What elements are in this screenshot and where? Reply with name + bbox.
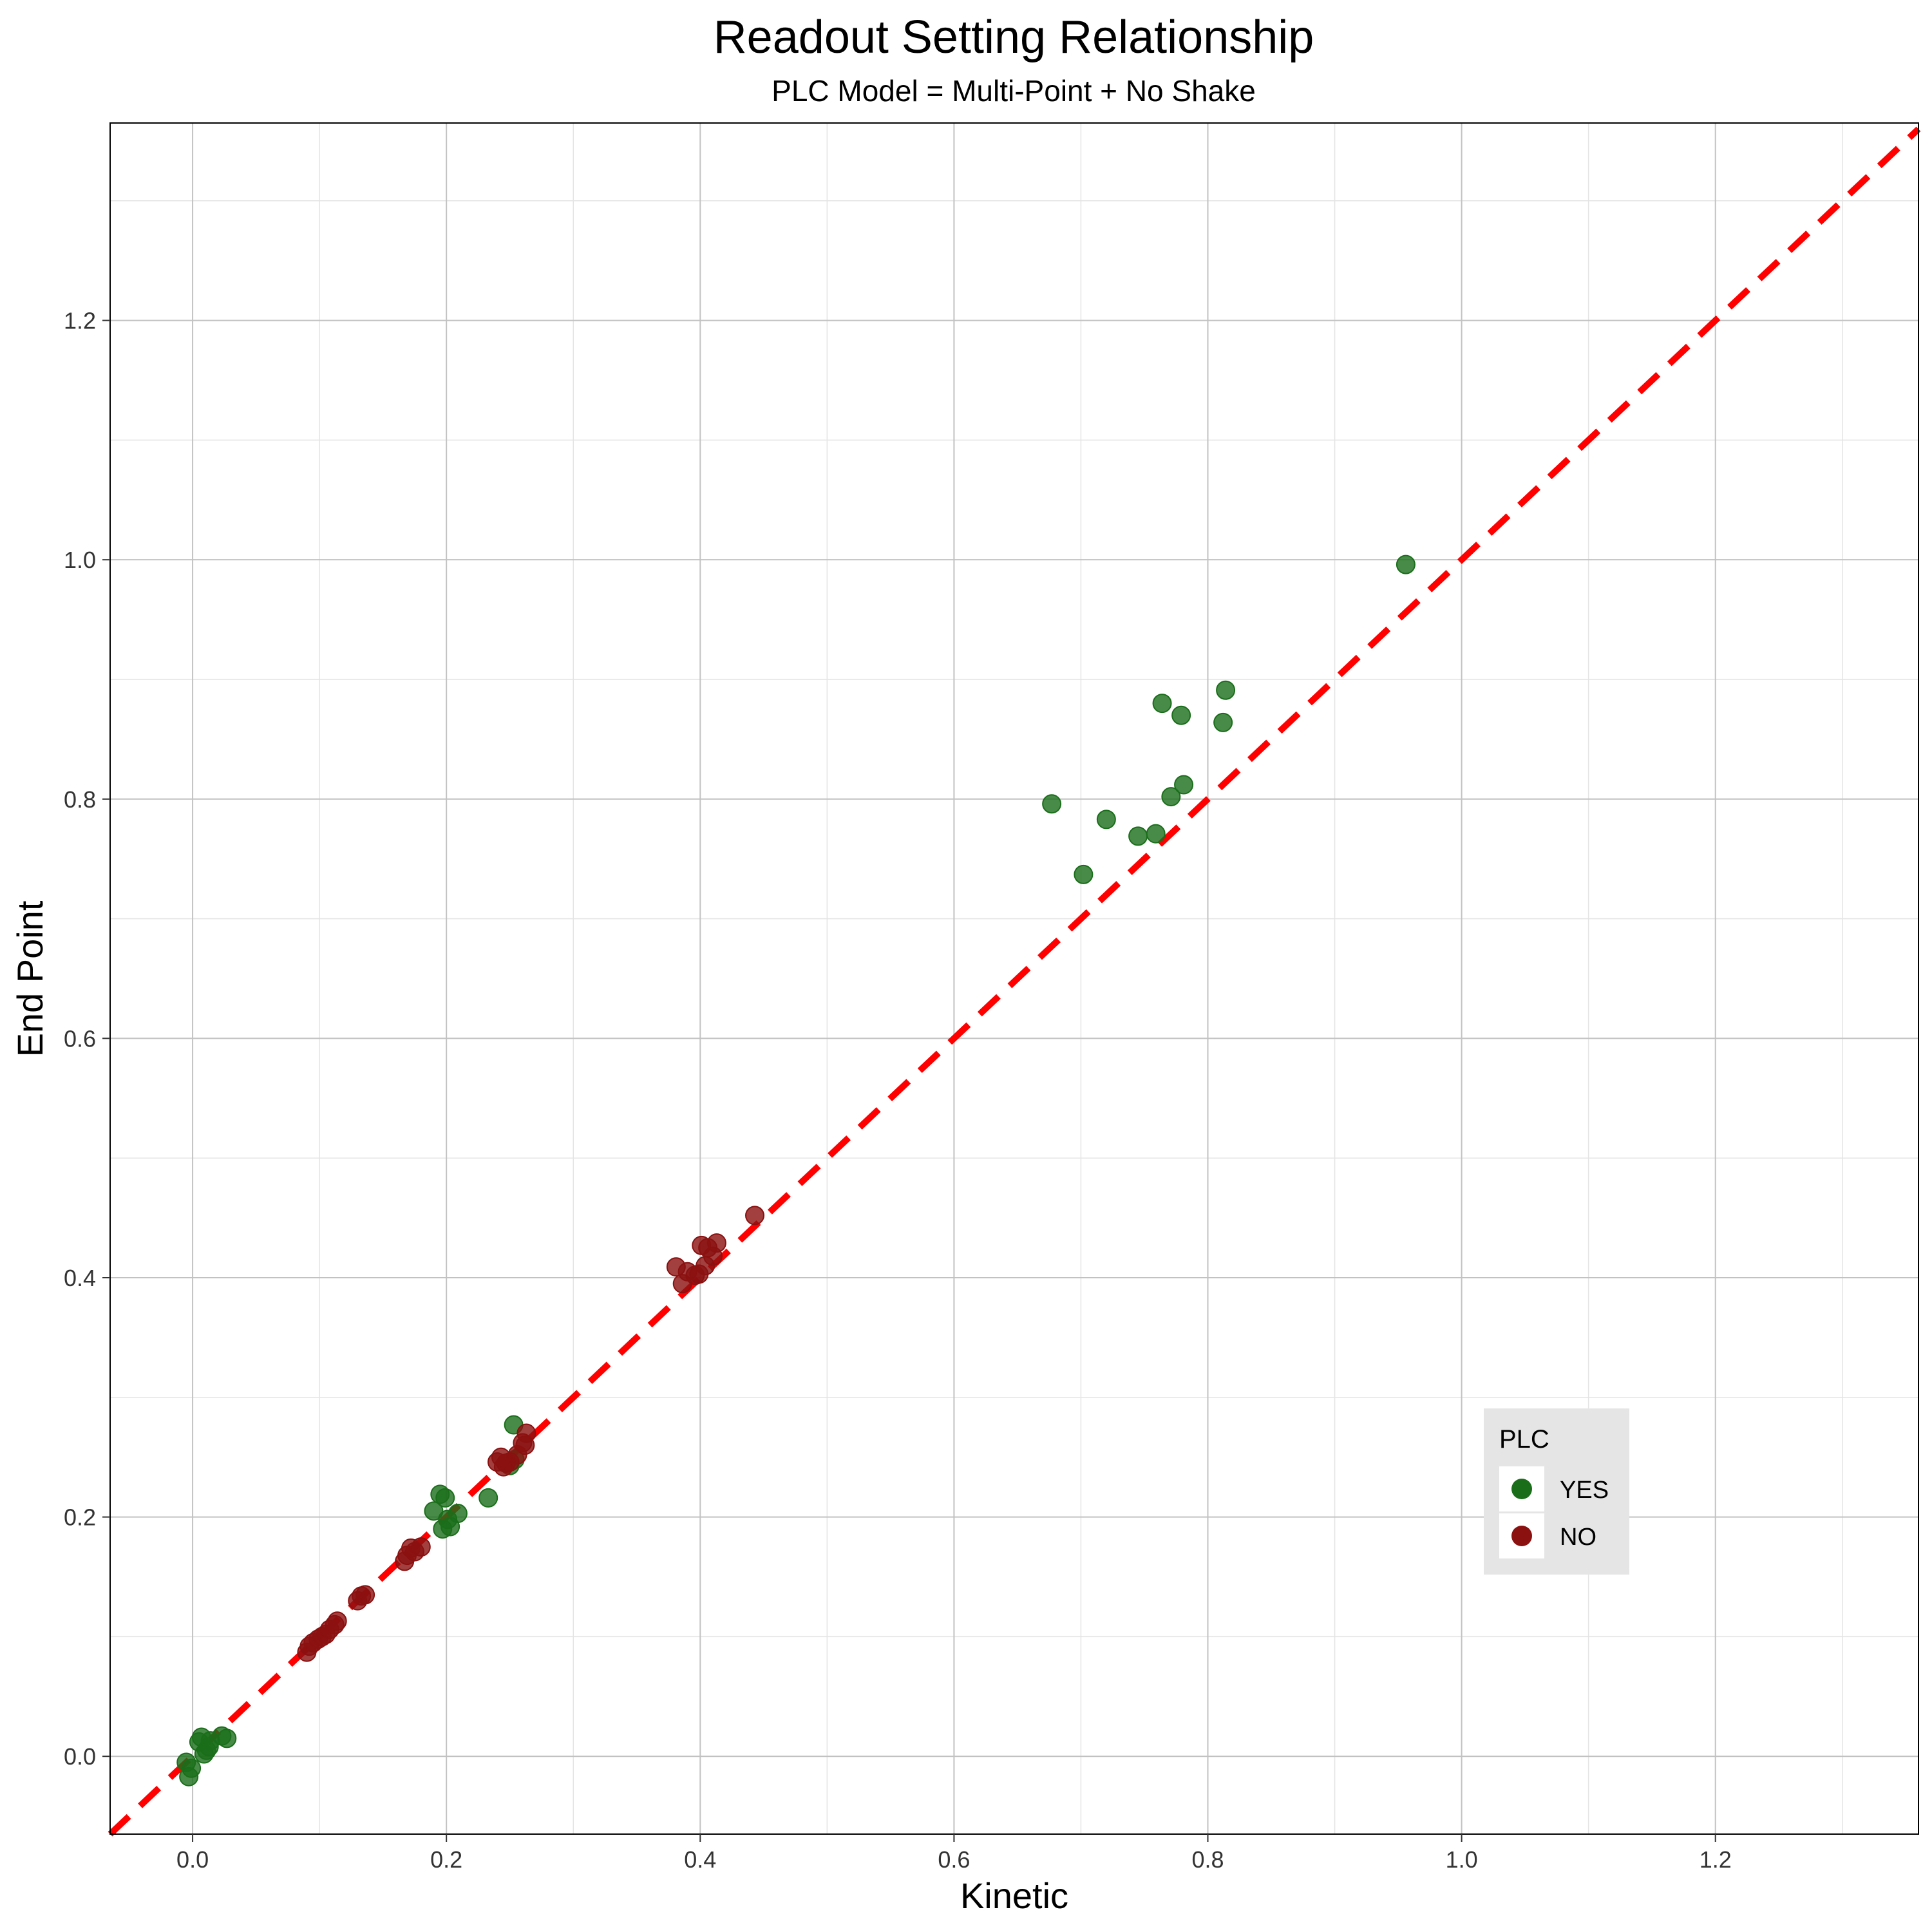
y-tick-label: 1.0 bbox=[64, 547, 96, 573]
point-yes bbox=[1171, 705, 1191, 725]
point-yes bbox=[478, 1488, 498, 1508]
x-tick-label: 1.2 bbox=[1700, 1846, 1732, 1873]
chart-subtitle: PLC Model = Multi-Point + No Shake bbox=[772, 74, 1256, 108]
x-tick-label: 0.2 bbox=[430, 1846, 462, 1873]
axis-ticks: 0.0 0.2 0.4 0.6 0.8 1.0 1.2 0.0 0.2 0.4 0.6 0.8 1.0 1… bbox=[64, 308, 1732, 1873]
y-tick-label: 0.8 bbox=[64, 786, 96, 813]
point-yes bbox=[1042, 794, 1062, 814]
point-yes bbox=[448, 1504, 468, 1524]
point-no bbox=[745, 1206, 765, 1226]
y-axis-title: End Point bbox=[10, 900, 50, 1057]
legend-marker-yes bbox=[1511, 1479, 1532, 1499]
y-tick-label: 1.2 bbox=[64, 308, 96, 334]
point-no bbox=[706, 1233, 726, 1253]
legend-label-yes: YES bbox=[1560, 1477, 1609, 1504]
legend: PLC YES NO bbox=[1484, 1408, 1629, 1575]
point-yes bbox=[1152, 694, 1172, 714]
y-tick-label: 0.6 bbox=[64, 1025, 96, 1052]
legend-title: PLC bbox=[1499, 1425, 1549, 1454]
x-tick-label: 0.0 bbox=[176, 1846, 209, 1873]
y-tick-label: 0.0 bbox=[64, 1743, 96, 1770]
point-no bbox=[327, 1611, 347, 1631]
point-yes bbox=[1128, 826, 1148, 846]
chart-title: Readout Setting Relationship bbox=[714, 12, 1314, 63]
point-yes bbox=[1146, 824, 1166, 844]
x-axis-title: Kinetic bbox=[960, 1875, 1068, 1916]
point-no bbox=[411, 1537, 431, 1557]
plot-border bbox=[109, 122, 1919, 1835]
point-no bbox=[355, 1585, 375, 1605]
data-points bbox=[176, 554, 1416, 1786]
x-tick-label: 0.4 bbox=[684, 1846, 716, 1873]
point-yes bbox=[1096, 810, 1116, 829]
point-yes bbox=[424, 1501, 444, 1521]
legend-marker-no bbox=[1511, 1526, 1532, 1546]
x-tick-label: 0.8 bbox=[1191, 1846, 1224, 1873]
y-tick-label: 0.2 bbox=[64, 1504, 96, 1531]
x-tick-label: 1.0 bbox=[1446, 1846, 1478, 1873]
point-yes bbox=[1216, 680, 1236, 700]
point-yes bbox=[217, 1728, 237, 1748]
y-tick-label: 0.4 bbox=[64, 1265, 96, 1291]
point-yes bbox=[435, 1488, 455, 1508]
point-yes bbox=[1074, 864, 1094, 884]
point-no bbox=[516, 1423, 536, 1443]
point-yes bbox=[1161, 787, 1181, 807]
point-yes bbox=[1174, 775, 1194, 795]
point-yes bbox=[1213, 712, 1233, 732]
x-tick-label: 0.6 bbox=[938, 1846, 970, 1873]
point-yes bbox=[1396, 554, 1416, 574]
legend-label-no: NO bbox=[1560, 1524, 1596, 1551]
point-yes bbox=[182, 1758, 202, 1778]
